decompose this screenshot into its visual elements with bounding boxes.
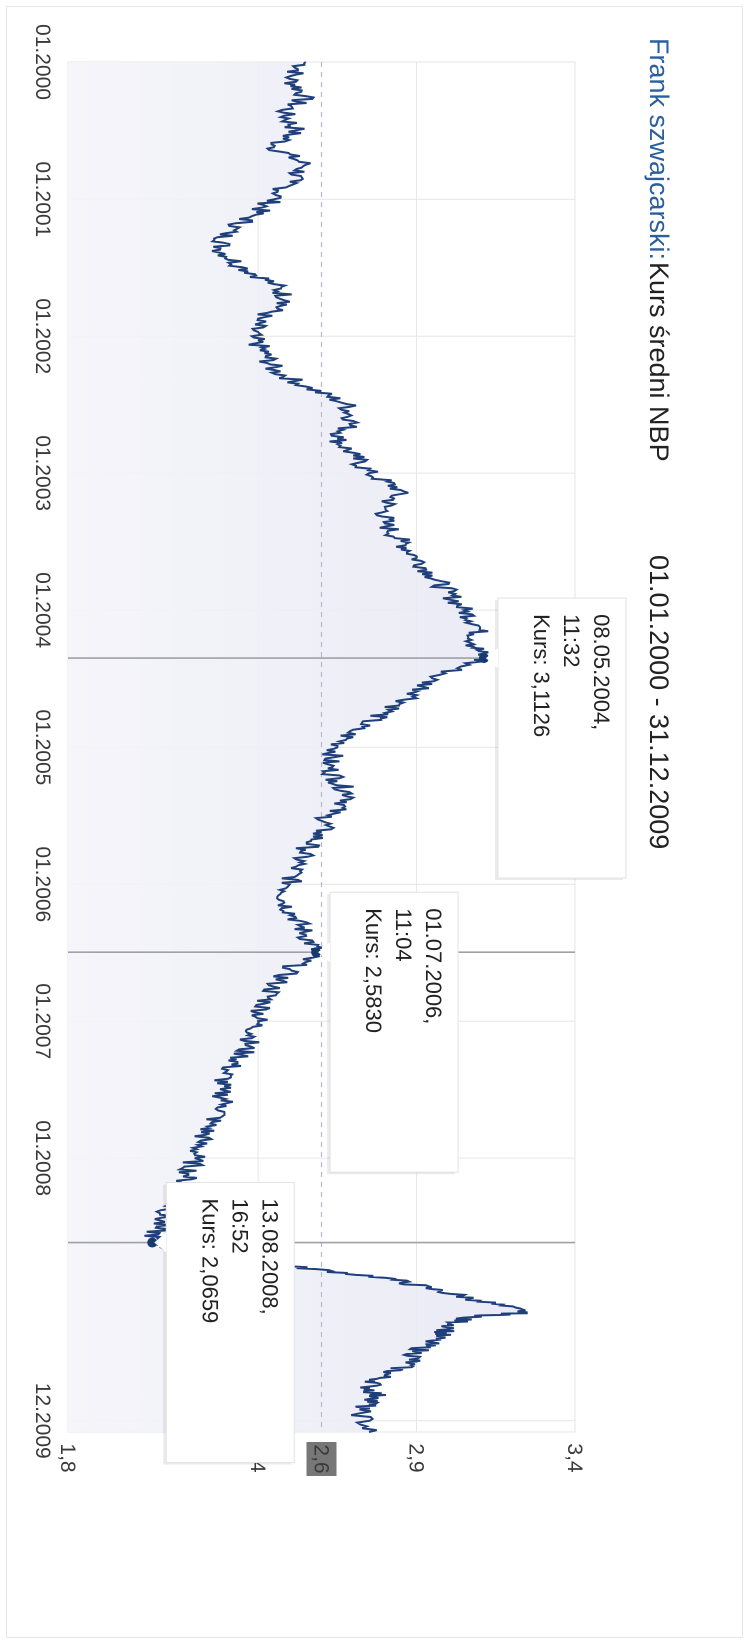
tooltip-time: 16:52 [227,1199,252,1254]
chart-title-currency: Frank szwajcarski: [644,38,674,260]
tooltip-time: 11:32 [559,614,584,667]
tooltip-value: Kurs: 3,1126 [529,614,554,737]
x-tick-label: 01.2006 [31,846,54,922]
tooltip-value: Kurs: 2,0659 [197,1199,222,1324]
data-point-marker [478,653,489,664]
data-point-marker [311,947,322,958]
x-tick-label: 01.2004 [31,572,54,648]
chart-title: Frank szwajcarski: Kurs średni NBP 01.01… [644,38,674,849]
series-area [68,62,528,1432]
tooltip-date: 08.05.2004, [589,614,614,730]
chart-title-metric: Kurs średni NBP [644,262,674,462]
chart-title-date-range: 01.01.2000 - 31.12.2009 [644,555,674,849]
tooltip-pointer [154,1232,167,1253]
tooltip-background [329,891,459,1173]
tooltip-value: Kurs: 2,5830 [361,908,386,1033]
x-tick-label: 01.2001 [31,161,54,237]
x-tick-label: 01.2000 [31,24,54,100]
y-tick-label: 2,9 [405,1443,428,1472]
chart-frame [6,6,743,1638]
tooltip-pointer [485,648,498,669]
reference-value-label-background [306,1442,337,1476]
tooltip-background [497,597,627,879]
y-axis: 2,6 1,82,42,93,4 [56,1442,586,1476]
reference-value-label: 2,6 [310,1444,333,1473]
tooltip-time: 11:04 [391,908,416,961]
data-point-marker [147,1237,158,1248]
tooltip-date: 13.08.2008, [257,1199,282,1315]
tooltip-date: 01.07.2006, [421,908,446,1024]
y-tick-label: 3,4 [563,1443,586,1473]
x-tick-label: 01.2008 [31,1120,54,1196]
x-axis: 01.2000 01.2001 01.2002 01.2003 01.2004 01.20… [31,24,54,1459]
tooltip-background [165,1182,295,1464]
tooltip-pointer [318,942,331,963]
x-tick-label: 01.2002 [31,298,54,374]
x-tick-label: 01.2003 [31,435,54,511]
y-tick-label: 1,8 [56,1443,79,1472]
x-tick-label: 01.2005 [31,709,54,785]
x-tick-label: 01.2007 [31,983,54,1059]
x-tick-label: 12.2009 [31,1383,54,1459]
